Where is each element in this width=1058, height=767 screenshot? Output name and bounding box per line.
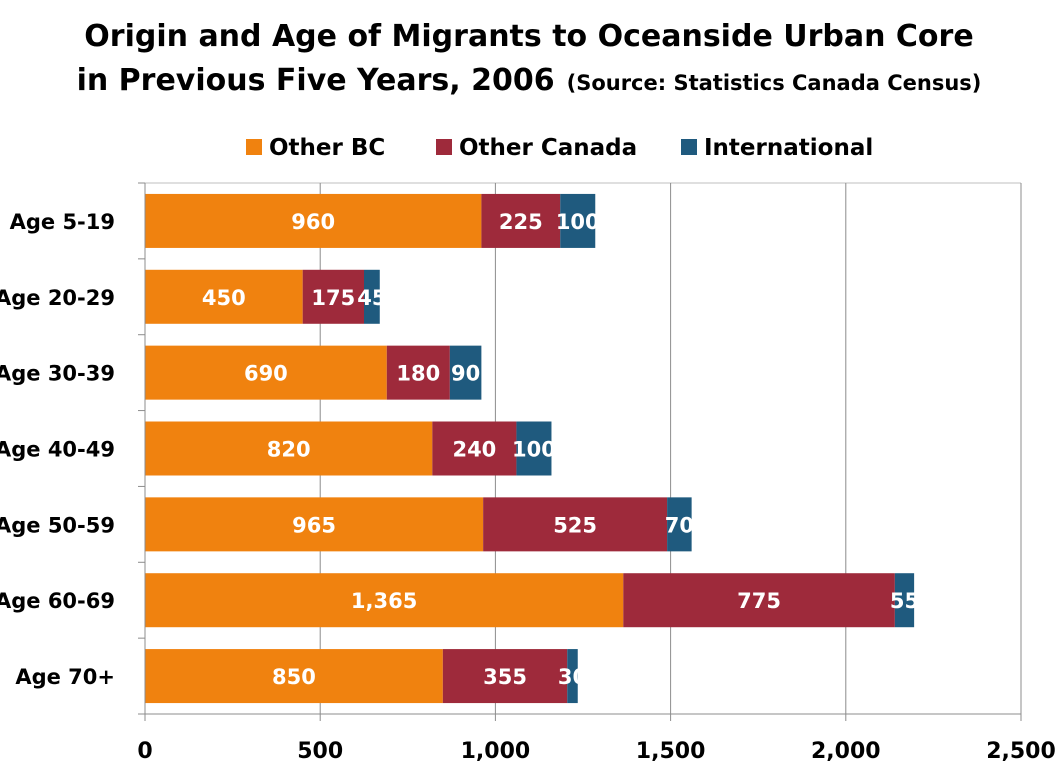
data-label-international-age-5-19: 100 <box>556 210 600 234</box>
bar-other-bc-age-60-69 <box>145 573 624 628</box>
legend-label-other-canada: Other Canada <box>459 135 637 161</box>
bar-other-bc-age-20-29 <box>145 269 303 324</box>
bar-other-bc-age-70 <box>145 649 443 704</box>
data-label-international-age-50-59: 70 <box>665 513 694 537</box>
bar-other-canada-age-60-69 <box>623 573 895 628</box>
data-label-other-bc-age-20-29: 450 <box>202 286 246 310</box>
category-label: Age 30-39 <box>0 362 115 386</box>
legend-swatch-other-bc <box>246 139 262 155</box>
data-label-other-canada-age-40-49: 240 <box>452 438 496 462</box>
bar-international-age-50-59 <box>667 497 692 552</box>
data-label-other-bc-age-5-19: 960 <box>291 210 335 234</box>
bar-international-age-40-49 <box>516 421 552 476</box>
data-label-international-age-30-39: 90 <box>451 362 480 386</box>
legend-swatch-international <box>681 139 697 155</box>
data-label-international-age-70: 30 <box>558 665 587 689</box>
data-label-other-canada-age-20-29: 175 <box>311 286 355 310</box>
data-label-other-bc-age-30-39: 690 <box>244 362 288 386</box>
bar-international-age-5-19 <box>560 193 596 248</box>
chart-title-year: in Previous Five Years, 2006 <box>77 63 555 98</box>
category-label: Age 50-59 <box>0 513 115 537</box>
category-label: Age 20-29 <box>0 286 115 310</box>
category-label: Age 70+ <box>15 665 115 689</box>
bar-other-canada-age-40-49 <box>432 421 517 476</box>
legend-label-other-bc: Other BC <box>269 135 385 161</box>
bars: 960 225 100 450 175 45 690 180 90 820 240 100 965 525… <box>145 193 919 704</box>
data-label-other-canada-age-60-69: 775 <box>737 589 781 613</box>
x-tick-label: 500 <box>297 739 343 764</box>
data-label-other-bc-age-60-69: 1,365 <box>351 589 417 613</box>
legend: Other BC Other Canada International <box>246 135 873 161</box>
category-label: Age 5-19 <box>10 210 115 234</box>
bar-other-canada-age-30-39 <box>386 345 450 400</box>
data-label-other-bc-age-40-49: 820 <box>267 438 311 462</box>
data-label-other-bc-age-50-59: 965 <box>292 513 336 537</box>
x-tick-label: 2,500 <box>986 739 1056 764</box>
bar-other-bc-age-30-39 <box>145 345 387 400</box>
chart-title-line2: in Previous Five Years, 2006 (Source: Sta… <box>77 63 982 98</box>
data-label-international-age-40-49: 100 <box>512 438 556 462</box>
bar-other-bc-age-5-19 <box>145 193 482 248</box>
data-label-other-bc-age-70: 850 <box>272 665 316 689</box>
x-tick-label: 1,000 <box>461 739 531 764</box>
bar-other-canada-age-20-29 <box>302 269 364 324</box>
category-label: Age 40-49 <box>0 438 115 462</box>
bar-other-bc-age-40-49 <box>145 421 433 476</box>
chart-source: (Source: Statistics Canada Census) <box>567 71 982 95</box>
data-label-other-canada-age-50-59: 525 <box>553 513 597 537</box>
data-label-other-canada-age-5-19: 225 <box>499 210 543 234</box>
bar-international-age-30-39 <box>449 345 482 400</box>
legend-swatch-other-canada <box>436 139 452 155</box>
bar-other-bc-age-50-59 <box>145 497 484 552</box>
category-label: Age 60-69 <box>0 589 115 613</box>
bar-other-canada-age-5-19 <box>481 193 561 248</box>
axes: 0 500 1,000 1,500 2,000 2,500 Age 5-19 Age 20-2… <box>0 182 1056 764</box>
bar-other-canada-age-70 <box>442 649 568 704</box>
data-label-international-age-20-29: 45 <box>357 286 386 310</box>
bar-other-canada-age-50-59 <box>483 497 668 552</box>
data-label-other-canada-age-30-39: 180 <box>396 362 440 386</box>
data-label-other-canada-age-70: 355 <box>483 665 527 689</box>
legend-label-international: International <box>704 135 873 161</box>
x-tick-label: 1,500 <box>636 739 706 764</box>
data-label-international-age-60-69: 55 <box>890 589 919 613</box>
x-tick-label: 2,000 <box>811 739 881 764</box>
bar-international-age-60-69 <box>894 573 915 628</box>
bar-international-age-70 <box>567 649 578 704</box>
bar-international-age-20-29 <box>364 269 380 324</box>
x-tick-label: 0 <box>137 739 152 764</box>
chart-title: Origin and Age of Migrants to Oceanside … <box>84 19 973 54</box>
